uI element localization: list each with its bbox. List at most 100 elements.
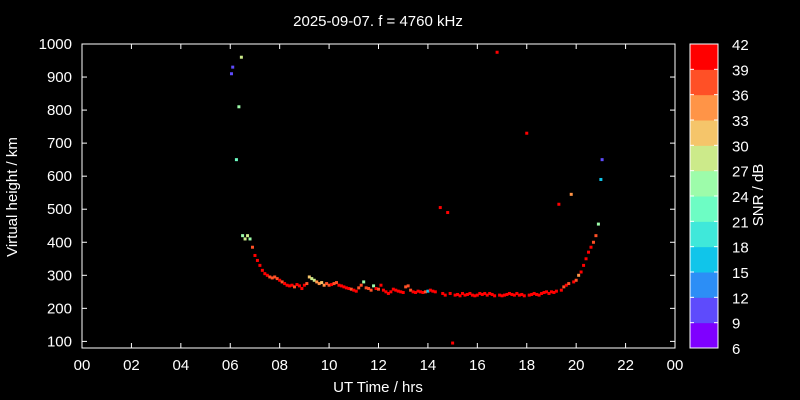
data-point (510, 292, 514, 296)
data-point (354, 289, 358, 293)
y-tick-label: 100 (47, 333, 72, 350)
data-point (406, 284, 410, 288)
x-tick-label: 12 (370, 357, 387, 374)
data-point (362, 280, 366, 284)
y-tick-label: 900 (47, 69, 72, 86)
data-point (288, 284, 292, 288)
data-point (542, 290, 546, 294)
data-point (394, 288, 398, 292)
data-point (596, 222, 600, 226)
data-point (372, 284, 376, 288)
colorbar-tick-label: 18 (732, 240, 749, 257)
colorbar-segment (690, 94, 718, 121)
data-point (396, 289, 400, 293)
colorbar-tick-label: 12 (732, 290, 749, 307)
x-tick-label: 08 (271, 357, 288, 374)
data-point (453, 293, 457, 297)
data-point (339, 284, 343, 288)
x-tick-label: 14 (420, 357, 437, 374)
data-point (522, 294, 526, 298)
data-point (357, 286, 361, 290)
colorbar-tick-label: 15 (732, 265, 749, 282)
data-point (404, 285, 408, 289)
data-point (246, 234, 250, 238)
data-point (527, 293, 531, 297)
data-point (243, 237, 247, 241)
data-point (584, 257, 588, 261)
data-point (379, 283, 383, 287)
data-point (446, 211, 450, 215)
data-point (229, 72, 233, 76)
x-axis-label: UT Time / hrs (333, 379, 423, 396)
data-point (292, 285, 296, 289)
data-point (337, 283, 341, 287)
data-point (414, 290, 418, 294)
colorbar-tick-label: 21 (732, 214, 749, 231)
data-point (325, 282, 329, 286)
colorbar-tick-label: 36 (732, 88, 749, 105)
data-point (275, 277, 279, 281)
colorbar-label: SNR / dB (750, 164, 767, 227)
data-points (229, 50, 604, 345)
data-point (349, 287, 353, 291)
data-point (377, 287, 380, 291)
data-point (473, 294, 477, 298)
data-point (342, 285, 346, 289)
data-point (409, 288, 413, 292)
data-point (285, 283, 289, 287)
data-point (490, 292, 494, 296)
data-point (423, 290, 427, 294)
data-point (537, 293, 541, 297)
data-point (448, 291, 452, 295)
data-point (330, 283, 334, 287)
data-point (547, 291, 551, 295)
colorbar-segment (690, 44, 718, 70)
data-point (401, 290, 405, 294)
data-point (255, 258, 259, 262)
data-point (456, 292, 460, 296)
data-point (399, 290, 403, 294)
y-tick-label: 1000 (39, 36, 72, 53)
data-point (347, 287, 351, 291)
data-point (465, 292, 469, 296)
snr-colorbar: 42 39 36 33 30 27 24 21 18 15 12 9 6 (689, 37, 749, 358)
data-point (307, 275, 311, 279)
data-point (302, 283, 306, 287)
data-point (327, 283, 331, 287)
data-point (498, 293, 502, 297)
data-point (290, 283, 294, 287)
data-point (577, 273, 581, 277)
data-point (594, 234, 598, 238)
colorbar-tick-label: 27 (732, 164, 749, 181)
data-point (428, 288, 432, 292)
data-point (599, 177, 603, 181)
data-point (507, 291, 511, 295)
data-point (530, 292, 534, 296)
colorbar-segment (690, 120, 718, 146)
data-point (268, 275, 272, 279)
data-point (426, 289, 430, 293)
x-tick-label: 18 (518, 357, 535, 374)
x-tick-label: 16 (469, 357, 486, 374)
x-tick-label: 00 (667, 357, 684, 374)
colorbar-segment (690, 322, 718, 349)
data-point (451, 341, 455, 345)
colorbar-segment (690, 246, 718, 273)
colorbar-tick-label: 30 (732, 138, 749, 155)
y-tick-label: 500 (47, 201, 72, 218)
colorbar-tick-label: 6 (732, 341, 740, 358)
data-point (478, 291, 482, 295)
data-point (369, 288, 373, 292)
data-point (364, 286, 368, 290)
data-point (315, 280, 319, 284)
data-point (567, 282, 571, 286)
y-tick-label: 800 (47, 102, 72, 119)
data-point (381, 288, 385, 292)
colorbar-tick-label: 24 (732, 189, 749, 206)
data-point (554, 289, 558, 293)
x-tick-label: 20 (568, 357, 585, 374)
colorbar-segment (690, 170, 718, 197)
data-point (483, 291, 487, 295)
data-point (260, 268, 264, 272)
